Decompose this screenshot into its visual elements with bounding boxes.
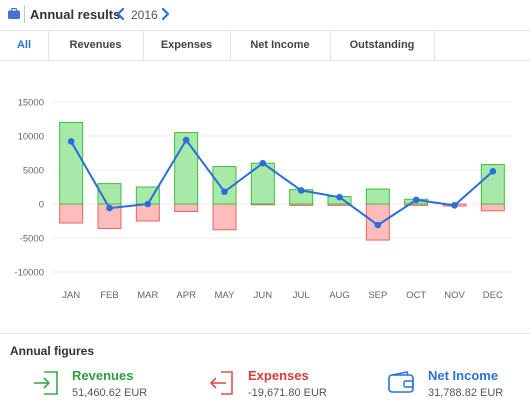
x-tick-label: JAN xyxy=(62,290,80,301)
net-income-label: Net Income xyxy=(428,368,499,383)
x-tick-label: DEC xyxy=(483,290,503,301)
year-label: 2016 xyxy=(131,8,158,22)
net-income-point xyxy=(221,188,228,196)
net-income-line xyxy=(70,139,494,227)
page-title: Annual results xyxy=(30,7,121,22)
revenues-value: 51,460.62 EUR xyxy=(72,387,148,399)
expense-bar xyxy=(212,203,237,231)
tab-outstanding[interactable]: Outstanding xyxy=(330,31,435,60)
x-tick-label: SEP xyxy=(368,290,387,301)
x-tick-label: JUN xyxy=(254,290,273,301)
tab-revenues[interactable]: Revenues xyxy=(48,31,144,60)
revenue-bar xyxy=(480,164,505,205)
x-tick-label: AUG xyxy=(329,290,350,301)
net-income-point xyxy=(67,138,75,145)
login-arrow-icon xyxy=(34,371,58,395)
annual-results-chart: 15000 10000 5000 0 -5000 -10000 JAN FEB MAR APR MA… xyxy=(14,98,512,301)
header: Annual results 2016 xyxy=(0,0,530,30)
y-tick-label: -5000 xyxy=(20,234,44,245)
briefcase-icon xyxy=(8,8,20,19)
annual-figures-panel: Annual figures Revenues 51,460.62 EUR Ex… xyxy=(0,333,530,405)
expenses-value: -19,671.80 EUR xyxy=(248,387,327,399)
expense-bar xyxy=(174,203,199,212)
logout-arrow-icon xyxy=(209,371,233,395)
revenue-bar xyxy=(212,166,237,205)
x-tick-label: MAY xyxy=(215,290,236,301)
x-tick-label: JUL xyxy=(293,290,310,301)
revenues-figure: Revenues 51,460.62 EUR xyxy=(32,368,182,402)
tab-expenses[interactable]: Expenses xyxy=(143,31,231,60)
header-divider xyxy=(24,5,25,23)
x-tick-label: FEB xyxy=(100,290,118,301)
net-income-point xyxy=(489,168,497,175)
wallet-icon xyxy=(388,371,414,393)
expense-bar xyxy=(480,203,505,212)
y-tick-label: 5000 xyxy=(23,166,44,177)
revenues-label: Revenues xyxy=(72,368,134,383)
tab-bar: All Revenues Expenses Net Income Outstan… xyxy=(0,30,530,61)
revenue-bar xyxy=(59,121,84,205)
net-income-point xyxy=(297,187,305,194)
annual-figures-title: Annual figures xyxy=(10,344,95,358)
chevron-left-icon[interactable] xyxy=(115,5,127,23)
net-income-point xyxy=(106,204,113,212)
x-tick-label: NOV xyxy=(444,290,465,301)
y-tick-label: 0 xyxy=(39,200,44,211)
net-income-value: 31,788.82 EUR xyxy=(428,387,504,399)
expense-bar xyxy=(59,203,84,224)
expenses-figure: Expenses -19,671.80 EUR xyxy=(207,368,357,402)
net-income-point xyxy=(374,221,382,229)
net-income-point xyxy=(259,159,267,167)
net-income-point xyxy=(144,200,152,208)
y-tick-label: 15000 xyxy=(18,98,44,109)
expenses-label: Expenses xyxy=(248,368,309,383)
chevron-right-icon[interactable] xyxy=(159,5,171,23)
tab-net-income[interactable]: Net Income xyxy=(230,31,331,60)
tab-all[interactable]: All xyxy=(0,31,49,60)
net-income-figure: Net Income 31,788.82 EUR xyxy=(387,368,527,402)
x-tick-label: MAR xyxy=(137,290,158,301)
revenue-bar xyxy=(365,188,390,205)
net-income-point xyxy=(182,136,190,144)
net-income-point xyxy=(412,196,420,204)
y-tick-label: 10000 xyxy=(18,132,44,143)
x-tick-label: APR xyxy=(176,290,196,301)
y-tick-label: -10000 xyxy=(14,268,44,279)
x-tick-label: OCT xyxy=(406,290,426,301)
net-income-point xyxy=(451,202,458,209)
net-income-point xyxy=(336,193,343,201)
